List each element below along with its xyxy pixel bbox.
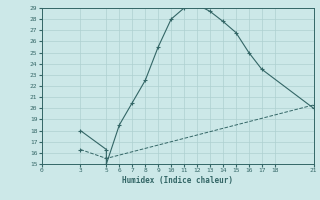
X-axis label: Humidex (Indice chaleur): Humidex (Indice chaleur) (122, 176, 233, 185)
